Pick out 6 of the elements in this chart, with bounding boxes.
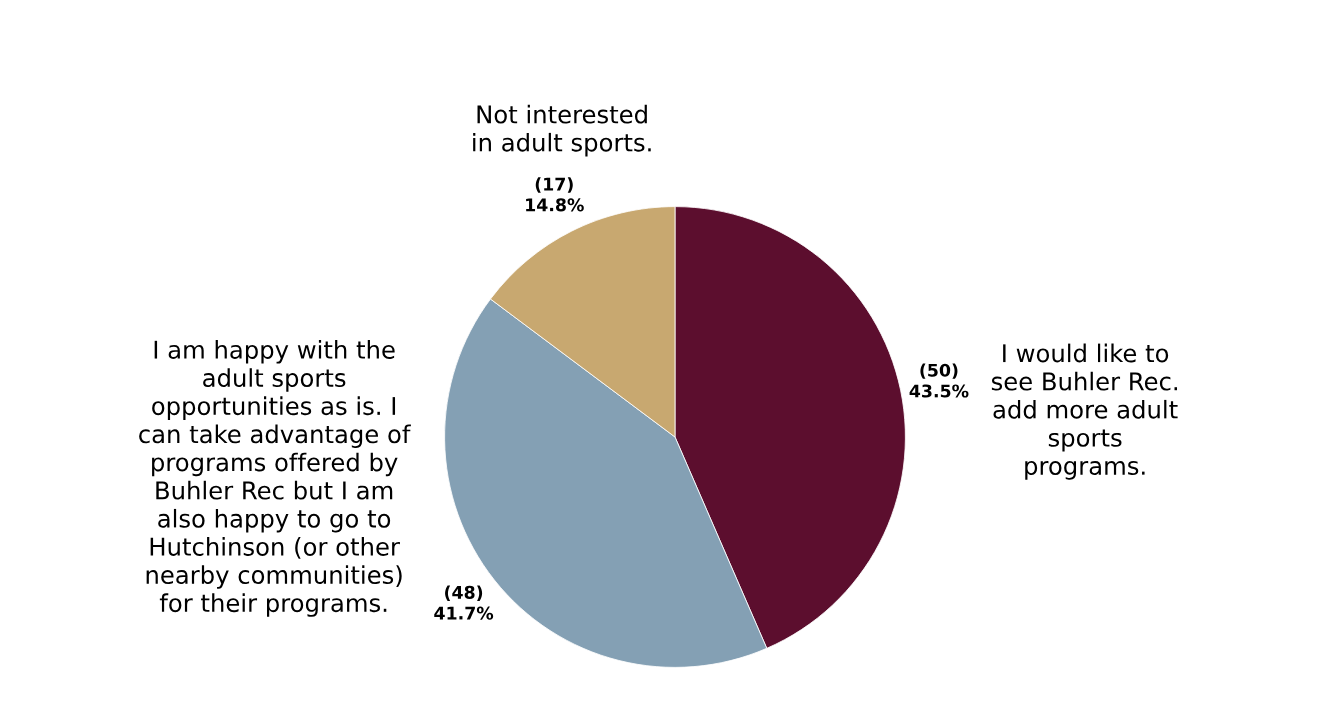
slice-label: Not interested in adult sports. xyxy=(473,104,651,157)
data-label: (17) 14.8% xyxy=(526,177,584,212)
data-label: (48) 41.7% xyxy=(434,585,494,620)
data-label: (50) 43.5% xyxy=(909,363,969,398)
category-label: I am happy with the adult sports opportunities as is. I can take advantage of programs offered by Buhler Rec but I am also happy to go to Hutchinson (or other nearby communities) for their programs. xyxy=(139,340,411,617)
slice-label: I would like to see Buhler Rec. add more adult sports programs. xyxy=(991,343,1178,480)
